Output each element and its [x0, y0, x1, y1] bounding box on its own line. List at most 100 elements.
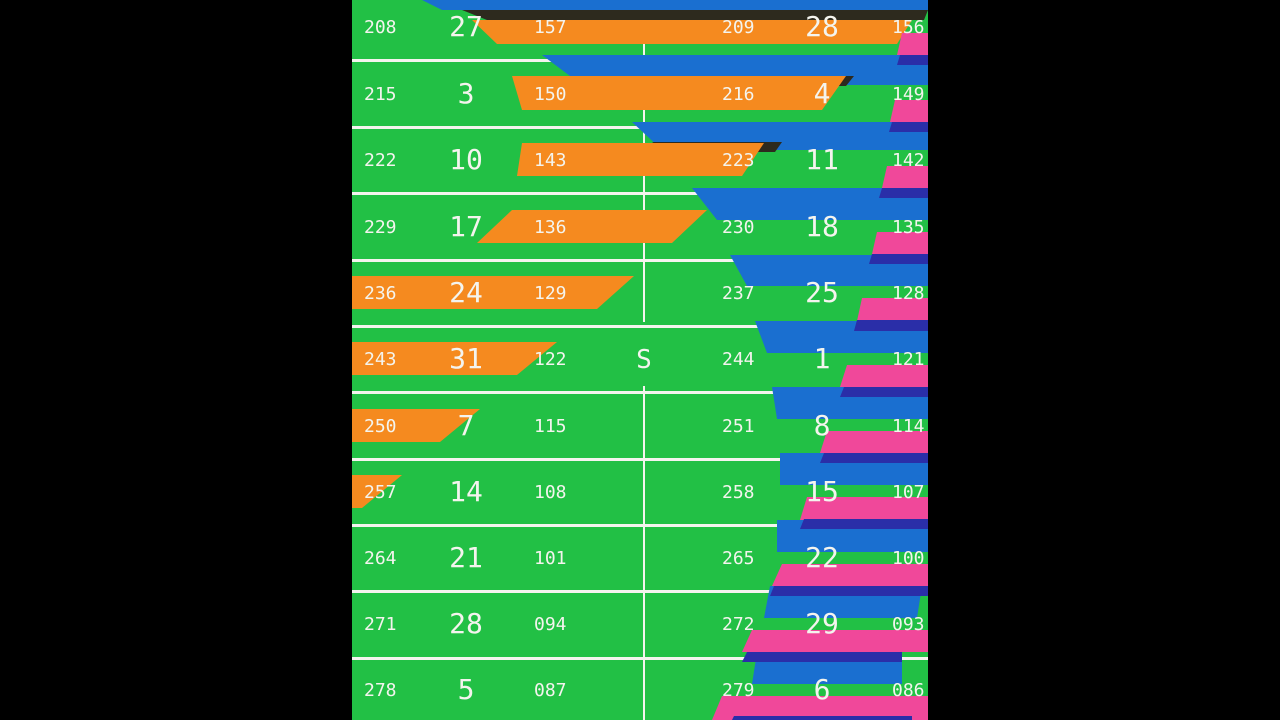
day-number-left-b: 150 [534, 84, 567, 105]
center-line-upper [643, 40, 645, 322]
day-number-left-a: 278 [364, 680, 397, 701]
orange-band-1 [472, 20, 912, 44]
day-number-left-b: 108 [534, 482, 567, 503]
week-number-left: 10 [449, 143, 483, 176]
pink-band-5 [857, 298, 928, 321]
blue-band-4 [692, 188, 928, 220]
day-number-right-a: 216 [722, 84, 755, 105]
yard-line-6 [352, 391, 928, 394]
day-number-left-b: 087 [534, 680, 567, 701]
day-number-right-b: 128 [892, 283, 925, 304]
day-number-left-b: 101 [534, 548, 567, 569]
orange-band-6 [352, 342, 557, 375]
yard-line-7 [352, 458, 928, 461]
center-s-label: S [636, 345, 652, 375]
day-number-right-b: 135 [892, 217, 925, 238]
day-number-left-b: 157 [534, 17, 567, 38]
day-number-left-a: 229 [364, 217, 397, 238]
orange-band-5 [352, 276, 634, 309]
pink-band-4 [872, 232, 928, 254]
week-number-right: 8 [813, 409, 831, 442]
pink-band-9 [772, 564, 928, 586]
day-number-left-a: 208 [364, 17, 397, 38]
yard-line-10 [352, 657, 928, 660]
day-number-right-b: 107 [892, 482, 925, 503]
navy-stripe-10 [742, 652, 902, 662]
day-number-left-a: 243 [364, 349, 397, 370]
calendar-poster: 208 27 157 209 28 156 215 3 150 216 4 149 222 10 143 22… [352, 0, 928, 720]
day-number-left-a: 250 [364, 416, 397, 437]
pink-band-3 [882, 166, 928, 188]
day-number-left-a: 236 [364, 283, 397, 304]
navy-stripe-4 [869, 254, 928, 264]
day-number-left-b: 129 [534, 283, 567, 304]
day-number-right-a: 230 [722, 217, 755, 238]
day-number-left-b: 094 [534, 614, 567, 635]
day-number-left-a: 222 [364, 150, 397, 171]
dark-stripe-1 [462, 10, 928, 20]
pink-band-2 [890, 100, 928, 122]
day-number-right-b: 149 [892, 84, 925, 105]
day-number-left-b: 143 [534, 150, 567, 171]
navy-stripe-11 [732, 716, 912, 720]
day-number-left-a: 215 [364, 84, 397, 105]
day-number-left-b: 136 [534, 217, 567, 238]
week-number-left: 21 [449, 541, 483, 574]
yard-line-9 [352, 590, 928, 593]
orange-band-7 [352, 409, 480, 442]
week-number-left: 5 [457, 673, 475, 706]
day-number-right-b: 156 [892, 17, 925, 38]
week-number-right: 1 [813, 342, 831, 375]
poster-artwork [352, 0, 928, 720]
day-number-left-a: 257 [364, 482, 397, 503]
navy-stripe-1 [897, 55, 928, 65]
yard-line-8 [352, 524, 928, 527]
week-number-right: 29 [805, 607, 839, 640]
navy-stripe-2 [889, 122, 928, 132]
day-number-right-a: 272 [722, 614, 755, 635]
day-number-right-b: 121 [892, 349, 925, 370]
navy-stripe-7 [820, 453, 928, 463]
pink-band-10 [742, 630, 928, 652]
day-number-right-a: 258 [722, 482, 755, 503]
navy-stripe-5 [854, 320, 928, 331]
day-number-right-a: 209 [722, 17, 755, 38]
week-number-left: 7 [457, 409, 475, 442]
week-number-left: 27 [449, 10, 483, 43]
day-number-left-b: 122 [534, 349, 567, 370]
pink-band-8 [800, 497, 928, 520]
day-number-right-a: 265 [722, 548, 755, 569]
blue-band-1 [422, 0, 928, 10]
day-number-right-a: 223 [722, 150, 755, 171]
week-number-left: 31 [449, 342, 483, 375]
day-number-right-b: 093 [892, 614, 925, 635]
yard-line-3 [352, 192, 928, 195]
navy-stripe-8 [800, 519, 928, 529]
day-number-right-a: 251 [722, 416, 755, 437]
day-number-right-a: 279 [722, 680, 755, 701]
week-number-right: 28 [805, 10, 839, 43]
yard-line-5 [352, 325, 928, 328]
pink-band-11 [712, 696, 928, 720]
week-number-right: 11 [805, 143, 839, 176]
week-number-left: 17 [449, 210, 483, 243]
week-number-right: 25 [805, 276, 839, 309]
orange-band-4 [477, 210, 707, 243]
week-number-right: 4 [813, 77, 831, 110]
week-number-right: 6 [813, 673, 831, 706]
day-number-left-a: 264 [364, 548, 397, 569]
week-number-right: 22 [805, 541, 839, 574]
orange-band-3 [517, 143, 764, 176]
center-line-lower [643, 386, 645, 720]
week-number-left: 24 [449, 276, 483, 309]
navy-stripe-3 [879, 188, 928, 198]
day-number-left-b: 115 [534, 416, 567, 437]
week-number-right: 18 [805, 210, 839, 243]
day-number-left-a: 271 [364, 614, 397, 635]
day-number-right-b: 086 [892, 680, 925, 701]
day-number-right-b: 114 [892, 416, 925, 437]
week-number-left: 28 [449, 607, 483, 640]
day-number-right-b: 100 [892, 548, 925, 569]
yard-line-4 [352, 259, 928, 262]
week-number-left: 3 [457, 77, 475, 110]
